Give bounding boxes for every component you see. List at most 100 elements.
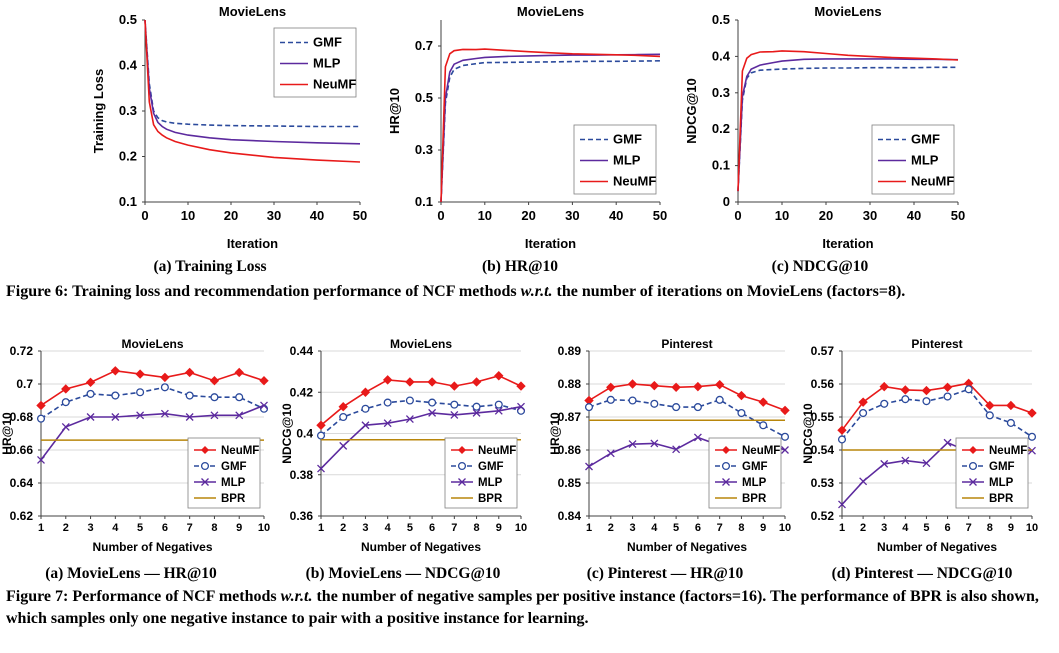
y-axis-label: HR@10 <box>548 412 562 455</box>
x-tick-label: 50 <box>951 208 965 223</box>
legend-marker <box>457 461 467 471</box>
point-mlp <box>317 464 325 473</box>
x-tick-label: 4 <box>651 522 658 534</box>
legend-label-mlp: MLP <box>221 477 246 489</box>
caption-6-italic: w.r.t. <box>520 283 553 300</box>
y-tick-label: 0.66 <box>10 443 34 457</box>
chart-title: MovieLens <box>219 4 286 19</box>
y-tick-label: 0.57 <box>811 344 835 358</box>
caption-7-prefix: Figure 7: <box>6 588 69 605</box>
subcaption-6c: (c) NDCG@10 <box>771 258 869 275</box>
x-tick-label: 10 <box>515 522 527 534</box>
point-mlp <box>361 421 370 430</box>
x-tick-label: 7 <box>717 522 723 534</box>
legend-marker <box>458 478 466 486</box>
y-tick-label: 0.54 <box>811 443 835 457</box>
x-tick-label: 30 <box>267 208 281 223</box>
caption-6-text2: the number of iterations on MovieLens (f… <box>556 283 906 300</box>
x-tick-label: 0 <box>734 208 741 223</box>
point-neumf <box>338 401 348 412</box>
x-tick-label: 7 <box>451 522 457 534</box>
caption-7-text2: the number of negative samples per posit… <box>6 588 1039 627</box>
y-tick-label: 0.5 <box>119 12 137 27</box>
legend-label-mlp: MLP <box>613 153 641 168</box>
point-gmf <box>136 388 145 397</box>
subcaption-6b: (b) HR@10 <box>482 258 558 275</box>
series-line-gmf <box>737 66 958 192</box>
chart-f7a: MovieLens 0.62 0.64 0.66 0.68 0.7 0.72 1 2 3 4 5 6 7 8… <box>0 338 270 554</box>
point-gmf <box>880 399 889 408</box>
point-gmf <box>737 408 746 418</box>
x-tick-label: 1 <box>38 522 44 534</box>
y-tick-label: 0.7 <box>415 38 433 53</box>
chart-f6c: MovieLens 0 0.1 0.2 0.3 0.4 0.5 0 10 20 30 40 50 Iter… <box>684 4 965 251</box>
y-tick-label: 0.87 <box>558 410 582 424</box>
chart-f7c: Pinterest 0.84 0.85 0.86 0.87 0.88 0.89 1 2 3 4 5 6 7… <box>548 338 791 554</box>
y-tick-label: 0.52 <box>811 509 835 523</box>
y-tick-label: 0.68 <box>10 410 34 424</box>
figure-6-caption: Figure 6: Training loss and recommendati… <box>6 281 1051 303</box>
y-tick-label: 0.2 <box>119 149 137 164</box>
legend-label-neumf: NeuMF <box>742 445 780 457</box>
y-tick-label: 0.44 <box>290 344 314 358</box>
point-mlp <box>628 440 637 449</box>
series-line-gmf <box>320 399 522 437</box>
x-tick-label: 6 <box>162 522 168 534</box>
point-gmf <box>650 399 659 408</box>
point-gmf <box>160 383 169 392</box>
point-neumf <box>36 400 46 411</box>
x-tick-label: 30 <box>863 208 877 223</box>
legend-marker <box>722 446 730 454</box>
point-neumf <box>758 397 768 407</box>
caption-6-text: Training loss and recommendation perform… <box>72 283 517 300</box>
point-mlp <box>37 455 45 464</box>
y-tick-label: 0.62 <box>10 509 34 523</box>
point-gmf <box>837 435 847 444</box>
point-gmf <box>859 408 868 418</box>
point-neumf <box>649 380 660 391</box>
series-line-mlp <box>40 404 265 461</box>
point-neumf <box>234 367 244 378</box>
y-tick-label: 0.72 <box>10 344 34 358</box>
point-mlp <box>235 411 244 420</box>
point-mlp <box>494 406 503 415</box>
y-tick-label: 0.36 <box>290 509 314 523</box>
chart-title: MovieLens <box>121 338 183 351</box>
point-neumf <box>879 381 889 392</box>
legend: NeuMF GMF MLP BPR <box>187 437 261 509</box>
y-tick-label: 0.88 <box>558 377 582 391</box>
legend-label-mlp: MLP <box>313 56 341 71</box>
point-neumf <box>942 382 953 393</box>
legend: GMF MLP NeuMF <box>871 124 955 195</box>
chart-f7d: Pinterest 0.52 0.53 0.54 0.55 0.56 0.57 1 2 3 4 5 6 7… <box>801 338 1038 554</box>
point-mlp <box>517 402 525 411</box>
legend: NeuMF GMF MLP BPR <box>955 437 1029 509</box>
x-tick-label: 9 <box>760 522 766 534</box>
point-mlp <box>383 419 392 428</box>
point-gmf <box>111 391 120 400</box>
point-gmf <box>494 400 503 409</box>
point-mlp <box>650 439 659 448</box>
x-axis-label: Iteration <box>227 236 278 251</box>
figure-7-caption: Figure 7: Performance of NCF methods w.r… <box>6 586 1051 630</box>
x-tick-label: 4 <box>902 522 909 534</box>
x-tick-label: 30 <box>565 208 579 223</box>
x-tick-label: 6 <box>429 522 435 534</box>
y-axis-label: NDCG@10 <box>280 403 294 464</box>
chart-f7b: MovieLens 0.36 0.38 0.4 0.42 0.44 1 2 3 4 5 6 7 8 9 10 N… <box>280 338 527 554</box>
legend-label-bpr: BPR <box>221 493 246 505</box>
figure-6-charts: MovieLens 0.1 0.2 0.3 0.4 0.5 0 10 20 30 40 50 Itera… <box>91 4 965 251</box>
caption-6-prefix: Figure 6: <box>6 283 69 300</box>
point-gmf <box>405 396 414 405</box>
x-tick-label: 4 <box>385 522 392 534</box>
series-line-neumf <box>588 383 786 412</box>
x-tick-label: 40 <box>609 208 623 223</box>
point-neumf <box>1027 408 1037 418</box>
legend: NeuMF GMF MLP BPR <box>444 437 518 509</box>
y-tick-label: 0.84 <box>558 509 582 523</box>
chart-title: Pinterest <box>911 338 962 351</box>
point-mlp <box>428 408 437 417</box>
point-neumf <box>858 397 868 407</box>
x-tick-label: 8 <box>987 522 993 534</box>
series-line-neumf <box>144 19 361 163</box>
